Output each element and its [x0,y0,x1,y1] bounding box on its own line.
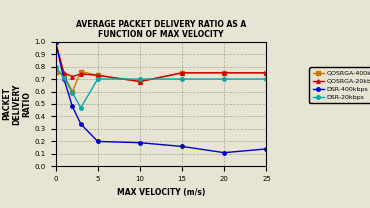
QOSRGA-20kbps [138,80,142,83]
DSR-20kbps [78,106,83,109]
DSR-20kbps [180,78,184,80]
Y-axis label: AVERAGE
PACKET
DELIVERY
RATIO: AVERAGE PACKET DELIVERY RATIO [0,83,32,125]
Line: QOSRGA-20kbps: QOSRGA-20kbps [54,40,268,83]
DSR-400kbps [95,140,100,143]
QOSRGA-20kbps [264,72,269,74]
DSR-20kbps [53,65,58,68]
DSR-400kbps [78,123,83,125]
DSR-400kbps [222,151,226,154]
Line: DSR-400kbps: DSR-400kbps [54,40,268,154]
QOSRGA-20kbps [95,74,100,77]
Title: AVERAGE PACKET DELIVERY RATIO AS A
FUNCTION OF MAX VELOCITY: AVERAGE PACKET DELIVERY RATIO AS A FUNCT… [76,20,246,40]
QOSRGA-400kbps [70,90,75,93]
DSR-400kbps [264,148,269,150]
DSR-20kbps [70,92,75,94]
QOSRGA-20kbps [62,72,66,74]
DSR-20kbps [264,78,269,80]
Line: QOSRGA-400kbps: QOSRGA-400kbps [54,70,268,93]
DSR-400kbps [138,141,142,144]
DSR-20kbps [222,78,226,80]
QOSRGA-20kbps [222,72,226,74]
DSR-20kbps [138,78,142,80]
QOSRGA-400kbps [53,70,58,73]
DSR-400kbps [62,78,66,80]
QOSRGA-20kbps [70,75,75,78]
QOSRGA-20kbps [53,40,58,43]
DSR-20kbps [62,77,66,79]
QOSRGA-400kbps [264,72,269,74]
QOSRGA-400kbps [95,74,100,77]
QOSRGA-400kbps [62,74,66,77]
QOSRGA-400kbps [222,72,226,74]
QOSRGA-20kbps [78,73,83,75]
QOSRGA-400kbps [78,70,83,73]
Legend: QOSRGA-400kbps, QOSRGA-20kbps, DSR-400kbps, DSR-20kbps: QOSRGA-400kbps, QOSRGA-20kbps, DSR-400kb… [309,67,370,103]
X-axis label: MAX VELOCITY (m/s): MAX VELOCITY (m/s) [117,188,205,197]
DSR-20kbps [95,78,100,80]
QOSRGA-20kbps [180,72,184,74]
DSR-400kbps [70,105,75,108]
DSR-400kbps [180,145,184,148]
Line: DSR-20kbps: DSR-20kbps [54,65,268,109]
DSR-400kbps [53,40,58,43]
QOSRGA-400kbps [180,72,184,74]
QOSRGA-400kbps [138,80,142,83]
